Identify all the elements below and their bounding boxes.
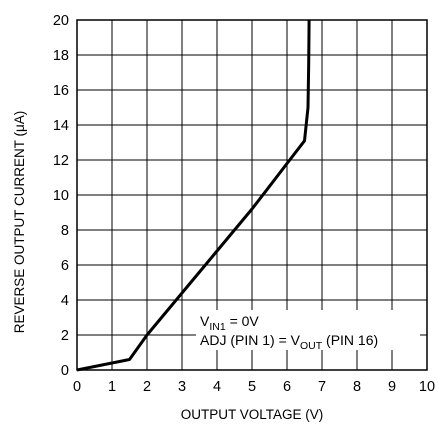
condition-annotation: VIN1 = 0V ADJ (PIN 1) = VOUT (PIN 16) bbox=[196, 310, 420, 352]
x-tick-label: 9 bbox=[388, 379, 396, 395]
series-line bbox=[76, 19, 311, 372]
y-tick-label: 2 bbox=[61, 328, 69, 344]
y-tick-label: 8 bbox=[61, 223, 69, 239]
x-tick-labels: 0 1 2 3 4 5 6 7 8 9 10 bbox=[73, 379, 435, 395]
y-tick-label: 10 bbox=[53, 188, 69, 204]
y-tick-label: 20 bbox=[53, 13, 69, 29]
x-tick-label: 3 bbox=[178, 379, 186, 395]
y-axis-label: REVERSE OUTPUT CURRENT (μA) bbox=[12, 111, 27, 334]
x-tick-label: 5 bbox=[248, 379, 256, 395]
x-tick-label: 1 bbox=[108, 379, 116, 395]
y-tick-label: 18 bbox=[53, 48, 69, 64]
x-tick-label: 10 bbox=[419, 379, 435, 395]
grid-lines bbox=[77, 20, 427, 370]
y-tick-label: 12 bbox=[53, 153, 69, 169]
y-tick-label: 14 bbox=[53, 118, 69, 134]
x-tick-label: 4 bbox=[213, 379, 221, 395]
y-tick-label: 6 bbox=[61, 258, 69, 274]
x-tick-label: 8 bbox=[353, 379, 361, 395]
annotation-line-1: VIN1 = 0V bbox=[200, 313, 259, 333]
x-tick-label: 7 bbox=[318, 379, 326, 395]
y-tick-labels: 0 2 4 6 8 10 12 14 16 18 20 bbox=[53, 13, 69, 379]
x-axis-label: OUTPUT VOLTAGE (V) bbox=[181, 407, 324, 422]
x-tick-label: 2 bbox=[143, 379, 151, 395]
x-tick-label: 0 bbox=[73, 379, 81, 395]
y-tick-label: 4 bbox=[61, 293, 69, 309]
y-tick-label: 16 bbox=[53, 83, 69, 99]
y-tick-label: 0 bbox=[61, 363, 69, 379]
annotation-background bbox=[196, 310, 420, 350]
annotation-line-2: ADJ (PIN 1) = VOUT (PIN 16) bbox=[200, 332, 378, 352]
x-tick-label: 6 bbox=[283, 379, 291, 395]
plot-frame bbox=[76, 19, 428, 371]
plot-border bbox=[76, 19, 428, 371]
data-series bbox=[76, 19, 311, 372]
